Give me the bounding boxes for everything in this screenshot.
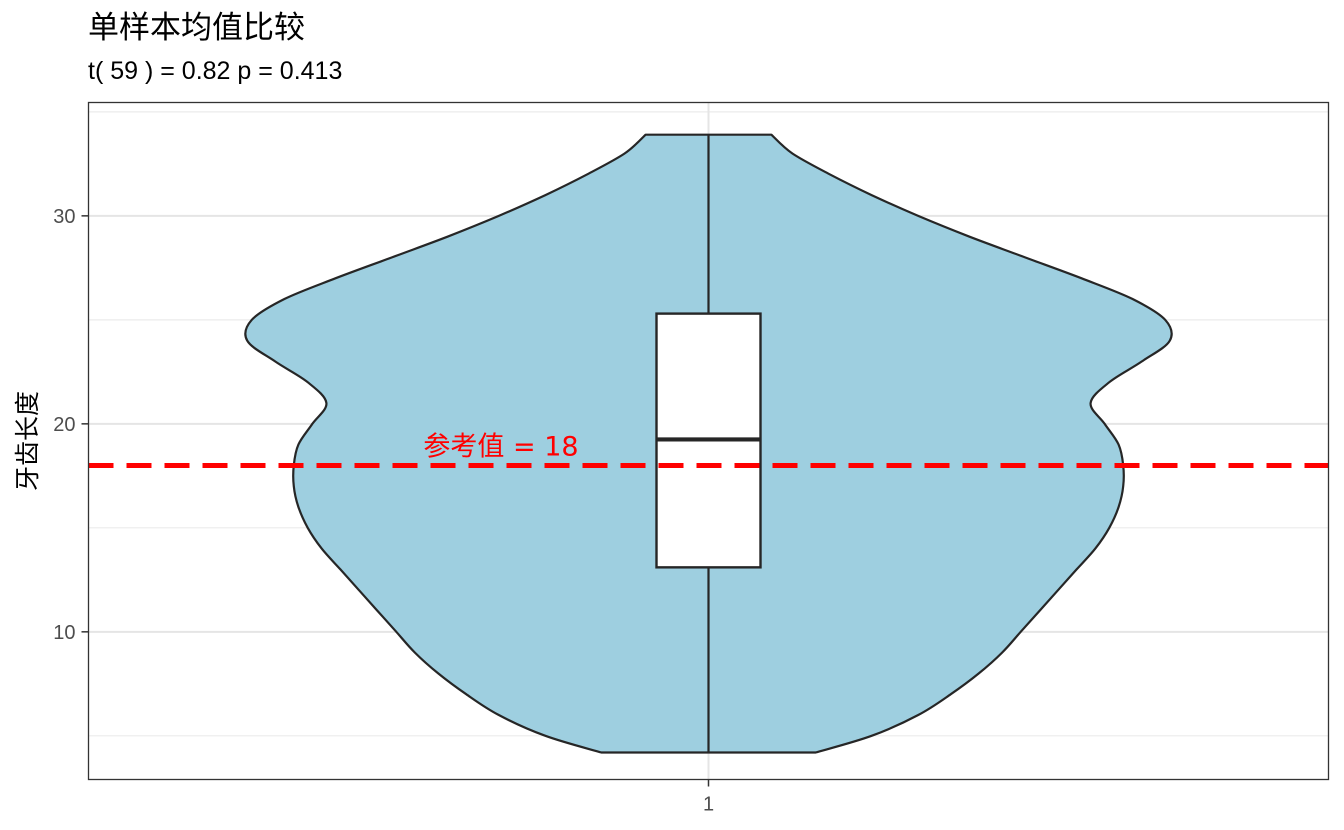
reference-label: 参考值 = 18 bbox=[423, 431, 578, 462]
chart-subtitle: t( 59 ) = 0.82 p = 0.413 bbox=[88, 57, 342, 85]
reference-layer: 参考值 = 18 bbox=[88, 431, 1329, 468]
y-axis: 10 20 30 bbox=[53, 206, 89, 644]
y-axis-title: 牙齿长度 bbox=[13, 391, 42, 491]
x-tick-label: 1 bbox=[703, 794, 714, 816]
plot-panel: 参考值 = 18 bbox=[87, 101, 1330, 781]
x-axis: 1 bbox=[703, 779, 714, 816]
boxplot-layer bbox=[655, 134, 762, 753]
y-tick-label: 20 bbox=[53, 414, 75, 436]
chart-title: 单样本均值比较 bbox=[88, 10, 305, 46]
y-tick-label: 10 bbox=[53, 622, 75, 644]
y-tick-label: 30 bbox=[53, 206, 75, 228]
